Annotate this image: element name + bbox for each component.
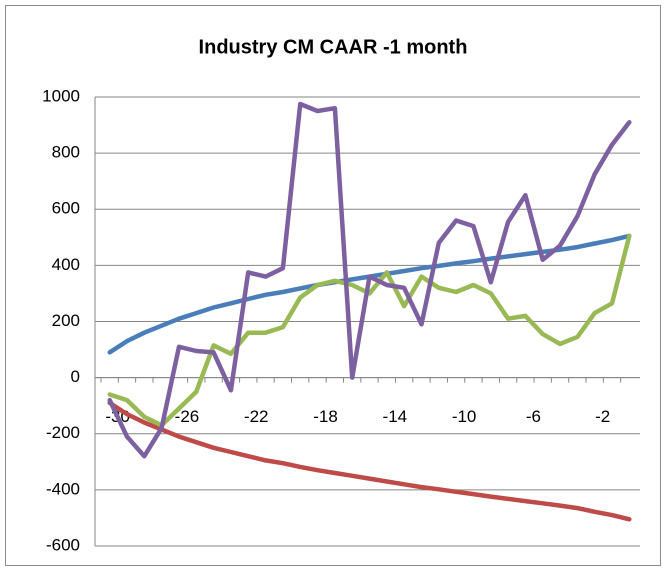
x-tick-label: -6 [526, 407, 541, 426]
y-tick-label: 200 [52, 311, 80, 330]
chart-title: Industry CM CAAR -1 month [199, 36, 468, 58]
y-tick-label: 600 [52, 199, 80, 218]
y-tick-label: -400 [46, 479, 80, 498]
series-line [107, 400, 632, 522]
y-tick-label: 400 [52, 255, 80, 274]
y-tick-label: -200 [46, 423, 80, 442]
y-tick-label: -600 [46, 535, 80, 554]
y-tick-label: 800 [52, 143, 80, 162]
y-tick-label: 0 [71, 367, 80, 386]
x-tick-label: -18 [313, 407, 338, 426]
x-tick-label: -14 [383, 407, 408, 426]
chart-frame [5, 5, 661, 566]
series-line [107, 233, 632, 428]
x-tick-label: -26 [175, 407, 200, 426]
x-tick-label: -10 [452, 407, 477, 426]
x-tick-label: -22 [244, 407, 269, 426]
x-tick-label: -2 [595, 407, 610, 426]
y-tick-label: 1000 [42, 86, 80, 105]
series-line [107, 101, 632, 459]
